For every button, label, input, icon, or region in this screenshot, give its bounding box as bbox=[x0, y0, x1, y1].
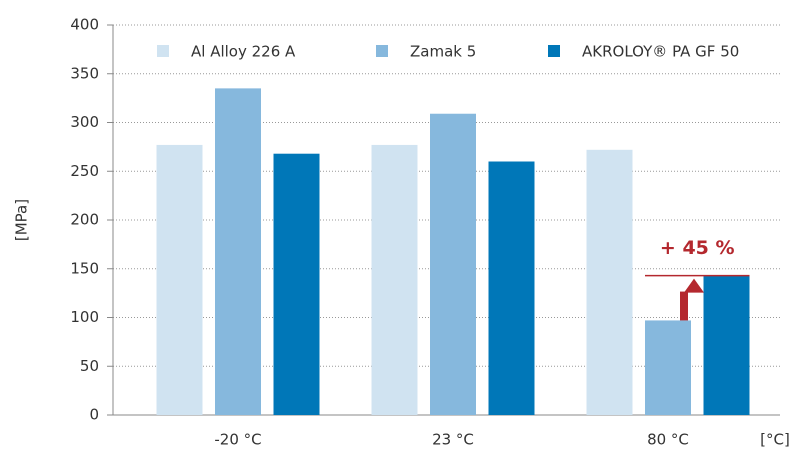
x-tick-label: 23 °C bbox=[432, 431, 474, 449]
legend-swatch bbox=[548, 45, 560, 57]
y-tick-label: 50 bbox=[80, 357, 99, 375]
y-axis-label: [MPa] bbox=[13, 199, 31, 241]
legend-label: Zamak 5 bbox=[410, 43, 476, 61]
bar bbox=[645, 320, 691, 415]
x-tick-label: 80 °C bbox=[647, 431, 689, 449]
annotation-arrow-shaft bbox=[680, 291, 688, 321]
legend-label: AKROLOY® PA GF 50 bbox=[582, 43, 739, 61]
bar bbox=[156, 144, 203, 416]
annotation-arrow-head bbox=[684, 278, 704, 293]
legend-label: Al Alloy 226 A bbox=[191, 43, 296, 61]
bar bbox=[586, 149, 633, 416]
y-tick-label: 200 bbox=[70, 211, 99, 229]
bar bbox=[273, 153, 320, 415]
bar bbox=[703, 275, 750, 415]
x-tick-label: -20 °C bbox=[214, 431, 261, 449]
y-tick-label: 0 bbox=[89, 406, 99, 424]
y-tick-label: 250 bbox=[70, 162, 99, 180]
y-tick-label: 100 bbox=[70, 308, 99, 326]
y-tick-label: 350 bbox=[70, 64, 99, 82]
bar bbox=[215, 88, 261, 415]
annotation: + 45 % bbox=[660, 237, 735, 259]
legend-swatch bbox=[157, 45, 169, 57]
bar bbox=[488, 161, 535, 415]
x-axis-label: [°C] bbox=[760, 431, 790, 449]
bar bbox=[371, 144, 418, 416]
bar bbox=[430, 113, 476, 415]
legend-swatch bbox=[376, 45, 388, 57]
y-tick-label: 400 bbox=[70, 16, 99, 34]
y-tick-label: 150 bbox=[70, 259, 99, 277]
y-tick-label: 300 bbox=[70, 113, 99, 131]
